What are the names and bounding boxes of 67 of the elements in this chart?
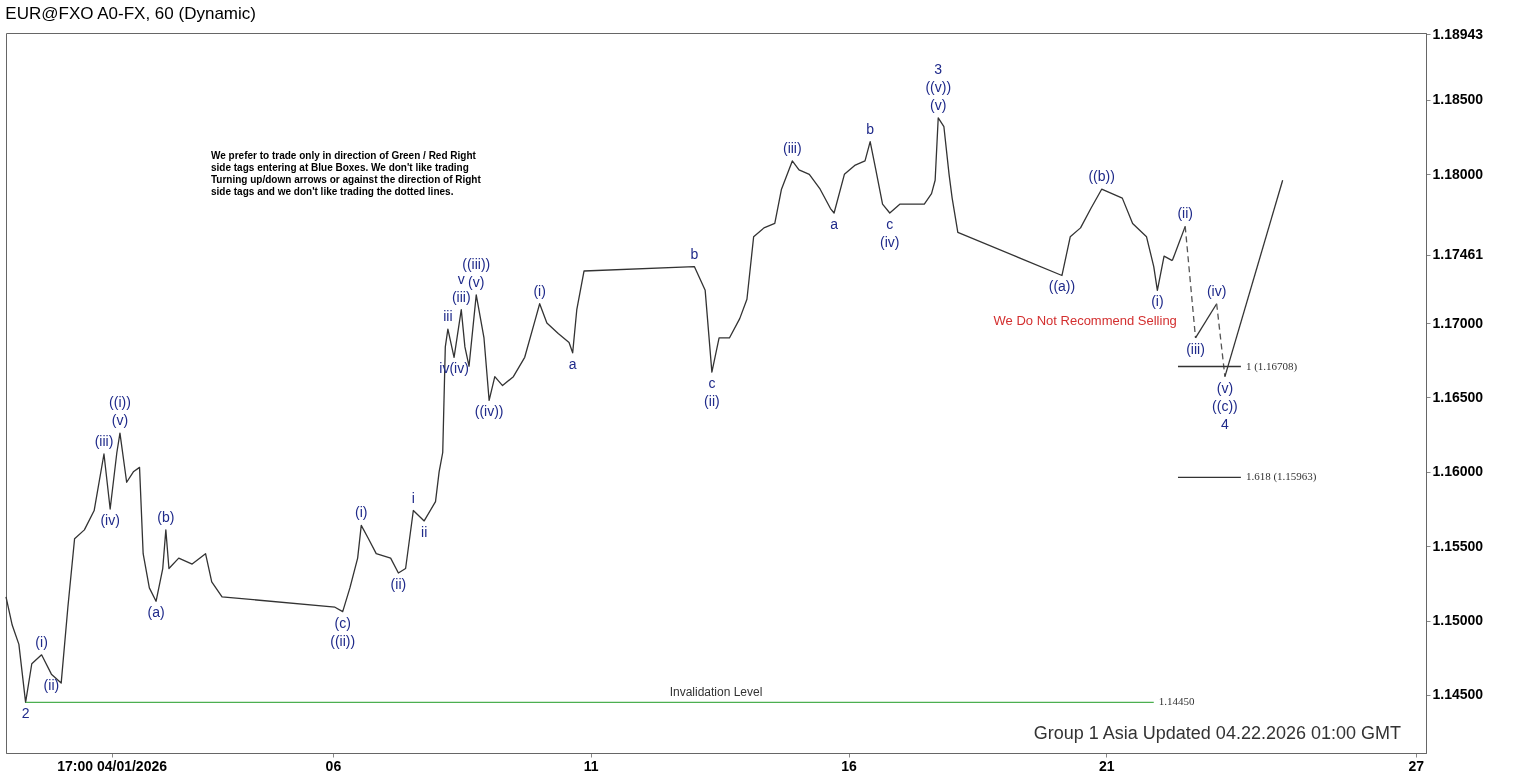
annotation: i xyxy=(411,489,415,506)
y-tick-label: 1.15000 xyxy=(1432,612,1484,629)
series-label: 1.618 (1.15963) xyxy=(1245,470,1317,484)
annotation: ((ii)) xyxy=(330,632,356,649)
annotation: (iii) xyxy=(782,139,802,156)
annotation: ((c)) xyxy=(1212,397,1238,414)
x-tick-label: 27 xyxy=(1408,757,1425,774)
annotation: b xyxy=(690,245,699,262)
annotation: (v) xyxy=(111,412,129,429)
chart-title: EUR@FXO A0-FX, 60 (Dynamic) xyxy=(5,4,256,24)
annotation: c xyxy=(886,216,894,232)
y-tick-label: 1.15500 xyxy=(1432,537,1484,554)
y-tick-label: 1.17461 xyxy=(1432,246,1484,262)
annotation: (v) xyxy=(930,96,947,113)
annotation: (iii) xyxy=(1186,340,1205,357)
annotation: c xyxy=(708,375,716,392)
x-tick-label: 11 xyxy=(583,757,599,774)
annotation: (ii) xyxy=(704,393,720,410)
annotation: a xyxy=(568,355,577,372)
y-tick-label: 1.18500 xyxy=(1432,91,1484,108)
annotation: (c) xyxy=(334,614,351,631)
y-tick-label: 1.18000 xyxy=(1432,165,1484,182)
annotation: ii xyxy=(421,523,428,540)
annotation: (i) xyxy=(355,504,368,521)
annotation: We prefer to trade only in direction of Green / Red Right side tags entering at Blue Boxes. We don't like trading Turning up/down arrows or against the direction of Right side tags and we don't like trading the dotted lines. xyxy=(211,150,482,197)
annotation: (iv) xyxy=(100,512,120,529)
annotation: b xyxy=(866,120,875,137)
annotation: (ii) xyxy=(390,576,407,592)
annotation: ((b)) xyxy=(1088,168,1115,185)
annotation: ((iv)) xyxy=(474,403,504,420)
annotation: 2 xyxy=(21,705,30,722)
annotation: (iv) xyxy=(1206,282,1227,299)
x-tick-label: 16 xyxy=(841,757,858,774)
annotation: (b) xyxy=(157,508,175,525)
y-tick-label: 1.16000 xyxy=(1432,463,1484,480)
annotation: (i) xyxy=(533,282,546,299)
annotation: Group 1 Asia Updated 04.22.2026 01:00 GMT xyxy=(1033,723,1401,743)
annotation: (iv) xyxy=(880,234,900,250)
series-label: 1 (1.16708) xyxy=(1245,359,1298,373)
annotation: (iii) xyxy=(451,288,471,305)
annotation: (i) xyxy=(35,633,48,650)
y-tick-label: 1.16500 xyxy=(1432,388,1484,405)
annotation: Invalidation Level xyxy=(669,685,763,699)
annotation: (v) xyxy=(468,273,485,290)
annotation: ((v)) xyxy=(925,78,952,95)
annotation: 3 xyxy=(934,60,943,77)
annotation: ((i)) xyxy=(109,394,131,411)
annotation: a xyxy=(830,216,839,232)
annotation: iii xyxy=(443,308,453,325)
annotation: 4 xyxy=(1221,415,1230,432)
annotation: (a) xyxy=(147,604,165,621)
x-tick-label: 17:00 04/01/2026 xyxy=(57,757,168,774)
annotation: (i) xyxy=(1151,293,1164,310)
x-tick-label: 06 xyxy=(325,757,342,774)
annotation: (v) xyxy=(1216,379,1234,396)
annotation: ((a)) xyxy=(1048,278,1076,295)
series-label: 1.14450 xyxy=(1158,695,1196,708)
annotation: (ii) xyxy=(43,677,60,694)
y-tick-label: 1.18943 xyxy=(1432,25,1484,42)
annotation: ((iii)) xyxy=(462,255,491,272)
annotation: We Do Not Recommend Selling xyxy=(993,313,1177,329)
annotation: v xyxy=(457,270,465,287)
y-tick-label: 1.17000 xyxy=(1432,314,1484,331)
y-tick-label: 1.14500 xyxy=(1432,686,1484,703)
x-tick-label: 21 xyxy=(1099,757,1115,774)
annotation: (iii) xyxy=(94,432,114,449)
annotation: (ii) xyxy=(1177,205,1193,222)
